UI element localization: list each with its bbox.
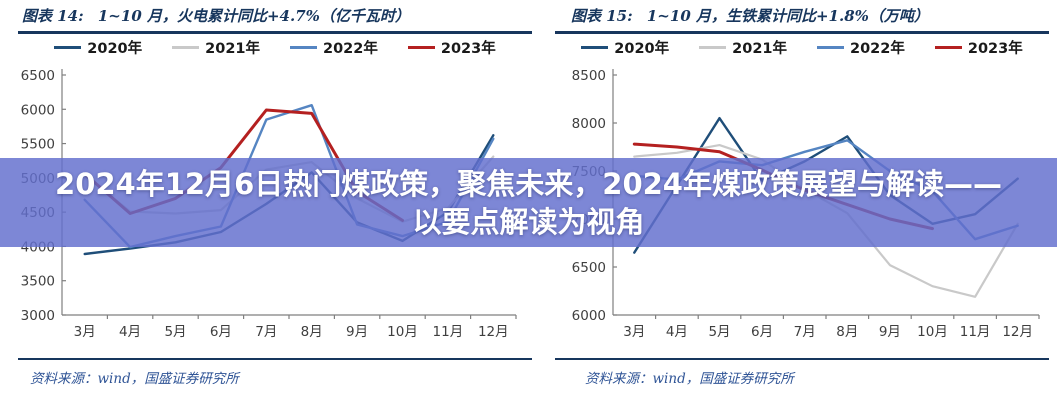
legend-swatch	[290, 46, 317, 49]
legend-item-2020年: 2020年	[581, 37, 669, 58]
svg-text:7月: 7月	[794, 324, 816, 340]
x-axis-tick-labels: 3月 4月 5月 6月 7月 8月 9月 10月 11月 12月	[623, 324, 1033, 340]
svg-text:4月: 4月	[119, 324, 141, 340]
svg-text:3000: 3000	[21, 308, 55, 324]
legend-swatch	[699, 46, 727, 49]
source-divider	[18, 358, 532, 360]
headline-line1: 2024年12月6日热门煤政策，聚焦未来，2024年煤政策展望与解读——	[55, 166, 1002, 201]
source-note: 资料来源：wind，国盛证券研究所	[585, 371, 794, 387]
legend-swatch	[172, 46, 200, 49]
chart-title-prefix: 图表 15:	[571, 7, 633, 25]
svg-text:4月: 4月	[666, 324, 688, 340]
legend-item-2022年: 2022年	[290, 37, 378, 58]
svg-text:8月: 8月	[836, 324, 858, 340]
legend-label: 2023年	[967, 41, 1023, 57]
chart-legend: 2020年 2021年 2022年 2023年	[555, 34, 1049, 61]
legend-item-2020年: 2020年	[54, 37, 142, 58]
legend-label: 2022年	[850, 41, 905, 57]
legend-label: 2022年	[323, 41, 378, 57]
chart-title-text: 1~10 月，火电累计同比+4.7%（亿千瓦时）	[97, 7, 410, 25]
title-underline	[555, 31, 1049, 34]
chart-title: 图表 14: 1~10 月，火电累计同比+4.7%（亿千瓦时）	[18, 4, 532, 28]
legend-swatch	[817, 46, 844, 49]
legend-swatch	[581, 46, 609, 49]
svg-text:10月: 10月	[387, 324, 418, 340]
svg-text:8000: 8000	[572, 116, 606, 132]
svg-text:5月: 5月	[708, 324, 730, 340]
svg-text:7月: 7月	[255, 324, 277, 340]
legend-label: 2021年	[732, 41, 787, 57]
svg-text:11月: 11月	[433, 324, 464, 340]
svg-text:5500: 5500	[21, 137, 55, 153]
legend-swatch	[934, 46, 962, 49]
svg-text:9月: 9月	[346, 324, 368, 340]
svg-text:6000: 6000	[21, 102, 55, 118]
svg-text:11月: 11月	[960, 324, 991, 340]
legend-swatch	[54, 46, 82, 49]
svg-text:6500: 6500	[21, 68, 55, 84]
svg-text:6月: 6月	[751, 324, 773, 340]
svg-text:12月: 12月	[478, 324, 509, 340]
svg-text:9月: 9月	[879, 324, 901, 340]
legend-swatch	[407, 46, 435, 49]
svg-text:8月: 8月	[301, 324, 323, 340]
svg-text:6000: 6000	[572, 308, 606, 324]
headline-banner: 2024年12月6日热门煤政策，聚焦未来，2024年煤政策展望与解读—— 以要点…	[0, 158, 1057, 247]
source-divider	[555, 358, 1049, 360]
legend-label: 2020年	[614, 41, 670, 57]
svg-text:6500: 6500	[572, 260, 606, 276]
legend-item-2021年: 2021年	[172, 37, 260, 58]
legend-item-2021年: 2021年	[699, 37, 787, 58]
svg-text:3月: 3月	[74, 324, 96, 340]
svg-text:10月: 10月	[917, 324, 948, 340]
svg-text:3月: 3月	[623, 324, 645, 340]
chart-title-prefix: 图表 14:	[22, 7, 84, 25]
headline-line2: 以要点解读为视角	[412, 204, 645, 239]
svg-text:12月: 12月	[1002, 324, 1033, 340]
x-axis-tick-labels: 3月 4月 5月 6月 7月 8月 9月 10月 11月 12月	[74, 324, 509, 340]
chart-title-text: 1~10 月，生铁累计同比+1.8%（万吨）	[646, 7, 929, 25]
svg-text:8500: 8500	[572, 68, 606, 84]
chart-title: 图表 15: 1~10 月，生铁累计同比+1.8%（万吨）	[555, 4, 1049, 28]
source-note: 资料来源：wind，国盛证券研究所	[30, 371, 239, 387]
legend-label: 2023年	[440, 41, 496, 57]
legend-item-2022年: 2022年	[817, 37, 905, 58]
svg-text:3500: 3500	[21, 274, 55, 290]
legend-label: 2021年	[205, 41, 260, 57]
legend-label: 2020年	[87, 41, 143, 57]
svg-text:6月: 6月	[210, 324, 232, 340]
legend-item-2023年: 2023年	[934, 37, 1023, 58]
chart-legend: 2020年 2021年 2022年 2023年	[18, 34, 532, 61]
svg-text:5月: 5月	[164, 324, 186, 340]
title-underline	[18, 31, 532, 34]
legend-item-2023年: 2023年	[407, 37, 496, 58]
